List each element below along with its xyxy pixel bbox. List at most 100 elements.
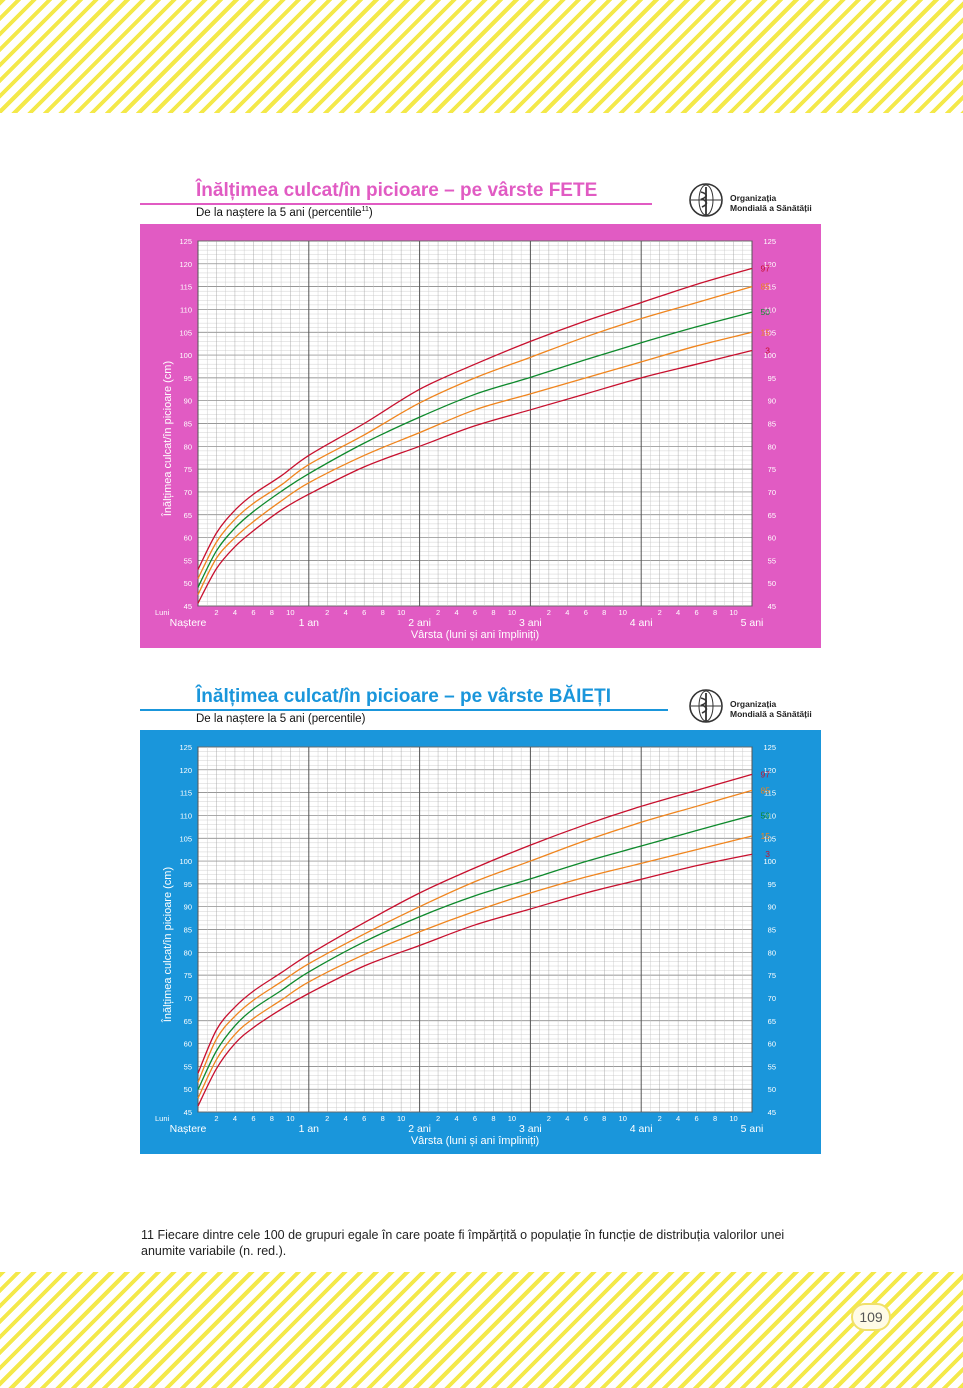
girls-series-label-p15: 15 xyxy=(761,327,771,337)
girls-ytick-left: 110 xyxy=(180,305,192,314)
girls-month-tick: 8 xyxy=(491,608,495,617)
girls-series-p3 xyxy=(197,349,753,604)
boys-month-tick: 4 xyxy=(454,1114,458,1123)
boys-year-label: 1 an xyxy=(299,1123,320,1135)
boys-month-tick: 6 xyxy=(251,1114,255,1123)
girls-y-axis-label: Înălțimea culcat/în picioare (cm) xyxy=(161,361,174,517)
boys-year-label: 2 ani xyxy=(408,1123,431,1135)
girls-ytick-left: 125 xyxy=(179,237,192,246)
boys-ytick-left: 120 xyxy=(179,766,192,775)
boys-ytick-right: 80 xyxy=(768,948,776,957)
girls-month-tick: 6 xyxy=(473,608,477,617)
girls-month-tick: 6 xyxy=(251,608,255,617)
girls-month-tick: 4 xyxy=(454,608,458,617)
girls-series-label-p3: 3 xyxy=(765,346,770,356)
girls-series-p15 xyxy=(197,331,753,595)
boys-month-tick: 8 xyxy=(381,1114,385,1123)
boys-series-label-p50: 50 xyxy=(761,810,771,820)
boys-series-p50 xyxy=(197,814,753,1090)
boys-x-axis-label: Vârsta (luni și ani împliniți) xyxy=(411,1135,539,1147)
girls-ytick-right: 120 xyxy=(763,260,776,269)
decorative-stripes-top xyxy=(0,0,963,113)
boys-month-tick: 4 xyxy=(233,1114,237,1123)
girls-month-tick: 2 xyxy=(325,608,329,617)
girls-year-label: 1 an xyxy=(299,617,320,629)
girls-ytick-right: 115 xyxy=(764,283,776,292)
boys-ytick-left: 85 xyxy=(184,926,192,935)
boys-chart-title: Înălțimea culcat/în picioare – pe vârste… xyxy=(196,686,611,707)
boys-ytick-right: 110 xyxy=(764,811,776,820)
boys-ytick-right: 95 xyxy=(768,880,776,889)
girls-ytick-right: 70 xyxy=(768,488,776,497)
boys-month-tick: 10 xyxy=(508,1114,516,1123)
girls-title-rule xyxy=(140,203,652,205)
girls-ytick-left: 45 xyxy=(184,602,192,611)
boys-month-tick: 2 xyxy=(658,1114,662,1123)
boys-ytick-right: 45 xyxy=(768,1108,776,1117)
girls-ytick-right: 110 xyxy=(764,305,776,314)
boys-series-p97 xyxy=(197,773,753,1074)
girls-ytick-right: 65 xyxy=(768,511,776,520)
girls-month-tick: 10 xyxy=(508,608,516,617)
girls-ytick-right: 95 xyxy=(768,374,776,383)
boys-series-label-p3: 3 xyxy=(765,849,770,859)
girls-ytick-left: 60 xyxy=(184,534,192,543)
boys-ytick-right: 60 xyxy=(768,1040,776,1049)
boys-month-tick: 6 xyxy=(362,1114,366,1123)
who-emblem-icon xyxy=(689,183,723,217)
boys-ytick-left: 80 xyxy=(184,948,192,957)
boys-ytick-right: 90 xyxy=(768,903,776,912)
boys-x-unit-label: Luni xyxy=(155,1114,170,1123)
girls-year-label: 5 ani xyxy=(741,617,764,629)
who-organization-name: Organizația Mondială a Sănătății xyxy=(730,699,812,719)
boys-month-tick: 2 xyxy=(436,1114,440,1123)
girls-month-tick: 2 xyxy=(436,608,440,617)
boys-ytick-left: 75 xyxy=(184,971,192,980)
girls-month-tick: 10 xyxy=(286,608,294,617)
boys-ytick-left: 110 xyxy=(180,811,192,820)
girls-series-label-p50: 50 xyxy=(761,307,771,317)
girls-chart-title: Înălțimea culcat/în picioare – pe vârste… xyxy=(196,180,598,201)
girls-ytick-left: 85 xyxy=(184,420,192,429)
girls-ytick-right: 85 xyxy=(768,420,776,429)
boys-ytick-right: 100 xyxy=(763,857,776,866)
boys-month-tick: 2 xyxy=(325,1114,329,1123)
boys-ytick-right: 65 xyxy=(768,1017,776,1026)
girls-ytick-left: 75 xyxy=(184,465,192,474)
boys-ytick-left: 100 xyxy=(179,857,192,866)
boys-ytick-right: 75 xyxy=(768,971,776,980)
boys-year-label: 4 ani xyxy=(630,1123,653,1135)
girls-ytick-right: 105 xyxy=(763,328,776,337)
girls-ytick-left: 55 xyxy=(184,556,192,565)
girls-month-tick: 2 xyxy=(658,608,662,617)
boys-ytick-right: 105 xyxy=(763,834,776,843)
boys-year-label: 5 ani xyxy=(741,1123,764,1135)
boys-x-start-label: Naștere xyxy=(170,1123,207,1135)
girls-year-label: 4 ani xyxy=(630,617,653,629)
girls-ytick-left: 105 xyxy=(179,328,192,337)
boys-y-axis-label: Înălțimea culcat/în picioare (cm) xyxy=(161,867,174,1023)
boys-series-label-p97: 97 xyxy=(761,769,771,779)
girls-ytick-left: 65 xyxy=(184,511,192,520)
girls-ytick-right: 125 xyxy=(763,237,776,246)
girls-month-tick: 4 xyxy=(233,608,237,617)
boys-year-label: 3 ani xyxy=(519,1123,542,1135)
footnote: 11 Fiecare dintre cele 100 de grupuri eg… xyxy=(141,1228,785,1258)
boys-ytick-right: 50 xyxy=(768,1085,776,1094)
boys-title-rule xyxy=(140,709,668,711)
girls-ytick-left: 90 xyxy=(184,397,192,406)
girls-month-tick: 10 xyxy=(619,608,627,617)
boys-month-tick: 6 xyxy=(584,1114,588,1123)
girls-ytick-right: 100 xyxy=(763,351,776,360)
boys-month-tick: 10 xyxy=(729,1114,737,1123)
girls-series-label-p97: 97 xyxy=(761,263,771,273)
girls-ytick-left: 115 xyxy=(180,283,192,292)
girls-month-tick: 2 xyxy=(547,608,551,617)
girls-chart-subtitle: De la naștere la 5 ani (percentile11) xyxy=(196,206,373,219)
boys-series-p3 xyxy=(197,853,753,1107)
boys-month-tick: 10 xyxy=(619,1114,627,1123)
girls-month-tick: 8 xyxy=(270,608,274,617)
boys-month-tick: 8 xyxy=(602,1114,606,1123)
boys-month-tick: 4 xyxy=(676,1114,680,1123)
boys-month-tick: 8 xyxy=(491,1114,495,1123)
